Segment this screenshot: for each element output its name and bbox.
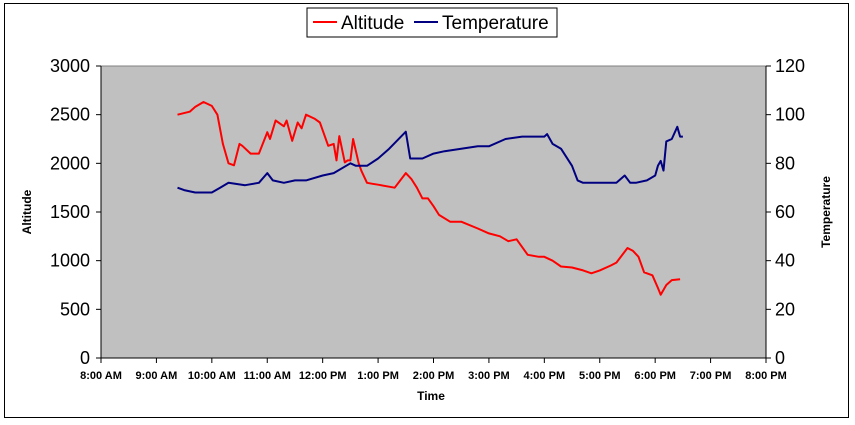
x-tick-label: 3:00 PM — [468, 370, 510, 382]
y2-tick-label: 120 — [775, 56, 805, 76]
y-tick-label: 2500 — [50, 105, 90, 125]
y-tick-label: 3000 — [50, 56, 90, 76]
x-axis-title: Time — [417, 389, 445, 403]
plot-area — [100, 65, 767, 359]
x-tick-label: 8:00 PM — [745, 370, 787, 382]
y2-tick-label: 20 — [775, 299, 795, 319]
x-tick-label: 1:00 PM — [357, 370, 399, 382]
legend: Altitude Temperature — [306, 7, 558, 38]
series-line-temperature — [177, 125, 683, 194]
y-axis-title: Altitude — [20, 189, 34, 234]
y-tick-label: 1000 — [50, 251, 90, 271]
y2-tick-label: 80 — [775, 153, 795, 173]
y-tick-label: 500 — [60, 299, 90, 319]
x-tick-label: 7:00 PM — [690, 370, 732, 382]
y2-axis-title: Temperature — [819, 176, 833, 248]
y2-tick-label: 0 — [775, 348, 785, 368]
series-lines — [177, 101, 683, 296]
y-tick-label: 1500 — [50, 202, 90, 222]
x-tick-label: 2:00 PM — [413, 370, 455, 382]
legend-label-altitude: Altitude — [341, 13, 404, 34]
y2-tick-label: 60 — [775, 202, 795, 222]
x-tick-label: 6:00 PM — [634, 370, 676, 382]
x-tick-label: 4:00 PM — [524, 370, 566, 382]
series-line-altitude — [177, 101, 681, 296]
x-tick-label: 9:00 AM — [136, 370, 178, 382]
axes: 0 500 1000 1500 2000 2500 3000 0 20 40 60 80 100 120 8… — [50, 56, 805, 382]
y-tick-label: 0 — [80, 348, 90, 368]
y2-tick-label: 100 — [775, 105, 805, 125]
legend-label-temperature: Temperature — [442, 13, 549, 34]
x-tick-label: 12:00 PM — [299, 370, 347, 382]
x-tick-label: 11:00 AM — [244, 370, 291, 382]
y-tick-label: 2000 — [50, 153, 90, 173]
x-tick-label: 8:00 AM — [80, 370, 122, 382]
x-tick-label: 10:00 AM — [188, 370, 236, 382]
x-tick-label: 5:00 PM — [579, 370, 621, 382]
y2-tick-label: 40 — [775, 251, 795, 271]
